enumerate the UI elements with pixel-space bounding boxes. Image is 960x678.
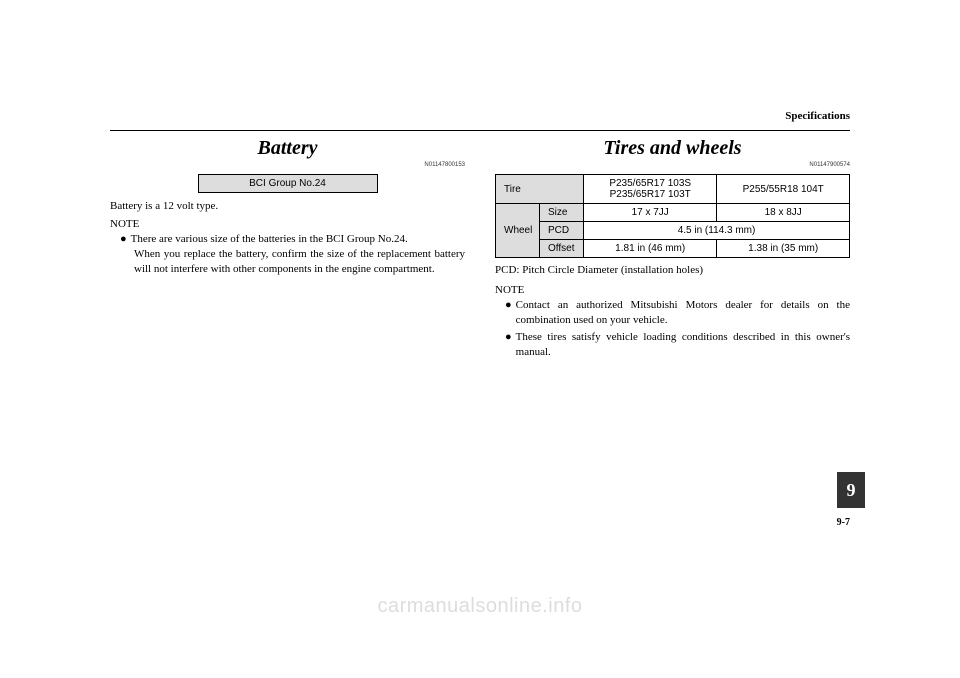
- tires-bullet-1-text: Contact an authorized Mitsubishi Motors …: [516, 298, 850, 328]
- battery-body-text: Battery is a 12 volt type.: [110, 199, 465, 214]
- battery-table-header: BCI Group No.24: [198, 175, 377, 193]
- tires-bullet-1: ● Contact an authorized Mitsubishi Motor…: [505, 298, 850, 328]
- bullet-icon: ●: [505, 298, 512, 328]
- battery-bullet-1-para2: When you replace the battery, confirm th…: [134, 247, 465, 277]
- two-column-layout: Battery N01147800153 BCI Group No.24 Bat…: [110, 137, 850, 359]
- tires-ref-number: N01147900574: [495, 162, 850, 168]
- tires-bullet-2-text: These tires satisfy vehicle loading cond…: [516, 330, 850, 360]
- header-rule: [110, 130, 850, 131]
- size-cell-2: 18 x 8JJ: [717, 204, 850, 222]
- tire-cell-1: P235/65R17 103S P235/65R17 103T: [584, 175, 717, 204]
- chapter-tab: 9: [837, 472, 865, 508]
- pcd-note: PCD: Pitch Circle Diameter (installation…: [495, 264, 850, 276]
- offset-cell-2: 1.38 in (35 mm): [717, 240, 850, 258]
- offset-label: Offset: [540, 240, 584, 258]
- tires-table: Tire P235/65R17 103S P235/65R17 103T P25…: [495, 174, 850, 258]
- battery-bullet-1: ● There are various size of the batterie…: [120, 232, 465, 247]
- size-label: Size: [540, 204, 584, 222]
- header-section-label: Specifications: [110, 110, 850, 122]
- wheel-row-label: Wheel: [496, 204, 540, 258]
- bullet-icon: ●: [505, 330, 512, 360]
- pcd-value: 4.5 in (114.3 mm): [584, 222, 850, 240]
- size-cell-1: 17 x 7JJ: [584, 204, 717, 222]
- page-content: Specifications Battery N01147800153 BCI …: [110, 110, 850, 359]
- battery-ref-number: N01147800153: [110, 162, 465, 168]
- battery-title: Battery: [110, 137, 465, 160]
- watermark: carmanualsonline.info: [377, 595, 582, 618]
- battery-bullet-1-text: There are various size of the batteries …: [131, 232, 465, 247]
- tires-note-label: NOTE: [495, 284, 850, 296]
- tires-bullet-2: ● These tires satisfy vehicle loading co…: [505, 330, 850, 360]
- tires-column: Tires and wheels N01147900574 Tire P235/…: [495, 137, 850, 359]
- tires-title: Tires and wheels: [495, 137, 850, 160]
- offset-cell-1: 1.81 in (46 mm): [584, 240, 717, 258]
- tire-cell-2: P255/55R18 104T: [717, 175, 850, 204]
- battery-column: Battery N01147800153 BCI Group No.24 Bat…: [110, 137, 465, 359]
- battery-note-label: NOTE: [110, 218, 465, 230]
- battery-table: BCI Group No.24: [198, 174, 378, 193]
- bullet-icon: ●: [120, 232, 127, 247]
- page-number: 9-7: [837, 517, 850, 528]
- pcd-label: PCD: [540, 222, 584, 240]
- tire-row-label: Tire: [496, 175, 584, 204]
